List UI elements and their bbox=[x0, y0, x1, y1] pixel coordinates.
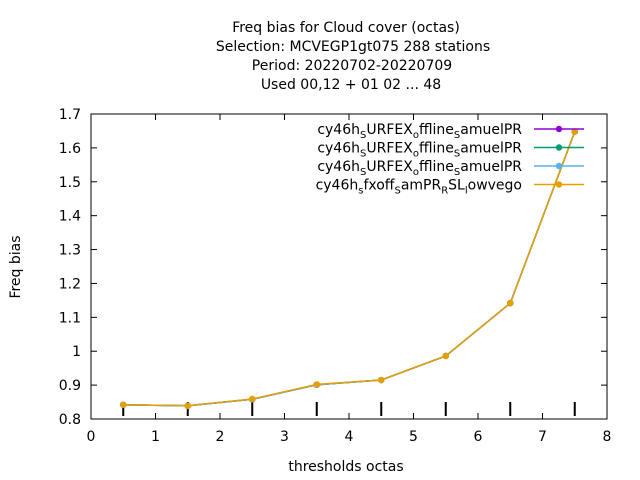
series-4-point bbox=[120, 401, 127, 408]
x-tick-label: 2 bbox=[216, 429, 225, 445]
legend-entry-3: cy46hSURFEXofflineSamuelPR bbox=[317, 159, 522, 178]
y-tick-label: 0.9 bbox=[59, 378, 81, 394]
legend: cy46hSURFEXofflineSamuelPRcy46hSURFEXoff… bbox=[316, 122, 584, 197]
legend-marker-2 bbox=[555, 144, 563, 151]
y-axis-label: Freq bias bbox=[8, 235, 24, 298]
axes-frame bbox=[90, 113, 608, 420]
series-4-point bbox=[184, 402, 191, 409]
y-tick-label: 0.8 bbox=[59, 412, 81, 428]
legend-entry-2: cy46hSURFEXofflineSamuelPR bbox=[317, 141, 522, 160]
title-line-4: Used 00,12 + 01 02 ... 48 bbox=[261, 77, 441, 93]
series-4-point bbox=[571, 128, 578, 135]
y-tick-label: 1 bbox=[72, 344, 81, 360]
series-4-point bbox=[378, 376, 385, 384]
series-line-4 bbox=[123, 131, 576, 407]
title-line-2: Selection: MCVEGP1gt075 288 stations bbox=[216, 39, 490, 55]
x-tick-label: 0 bbox=[87, 429, 96, 445]
x-tick-label: 7 bbox=[538, 429, 547, 445]
y-tick-label: 1.3 bbox=[59, 243, 81, 259]
x-tick-label: 6 bbox=[474, 429, 483, 445]
chart-title: Freq bias for Cloud cover (octas) Select… bbox=[216, 20, 490, 93]
series-4-point bbox=[442, 352, 449, 360]
x-tick-label: 5 bbox=[409, 429, 418, 445]
y-tick-label: 1.6 bbox=[59, 141, 81, 157]
title-line-3: Period: 20220702-20220709 bbox=[252, 58, 452, 74]
y-tick-label: 1.5 bbox=[59, 175, 81, 191]
x-tick-label: 1 bbox=[151, 429, 160, 445]
y-tick-label: 1.4 bbox=[59, 209, 81, 225]
title-line-1: Freq bias for Cloud cover (octas) bbox=[232, 20, 460, 36]
x-tick-label: 4 bbox=[345, 429, 354, 445]
legend-marker-1 bbox=[555, 125, 563, 133]
series-4-point bbox=[313, 381, 320, 388]
y-tick-label: 1.1 bbox=[59, 310, 81, 326]
legend-entry-4: cy46hsfxoffSamPRRSLlowvego bbox=[316, 178, 522, 197]
legend-marker-3 bbox=[555, 162, 563, 170]
x-tick-label: 3 bbox=[280, 429, 289, 445]
series-4-point bbox=[249, 395, 256, 403]
y-tick-label: 1.7 bbox=[59, 107, 81, 123]
legend-entry-1: cy46hSURFEXofflineSamuelPR bbox=[317, 122, 522, 141]
legend-marker-4 bbox=[555, 181, 563, 188]
y-tick-label: 1.2 bbox=[59, 276, 81, 292]
tick-labels: 0.8 0.9 1 1.1 1.2 1.3 1.4 1.5 1.6 1.7 0 1 2 3 4 5 6 7 8 bbox=[59, 107, 612, 445]
series-4-point bbox=[507, 299, 514, 307]
series-lines bbox=[120, 128, 578, 409]
x-tick-label: 8 bbox=[603, 429, 612, 445]
x-axis-label: thresholds octas bbox=[288, 459, 403, 475]
